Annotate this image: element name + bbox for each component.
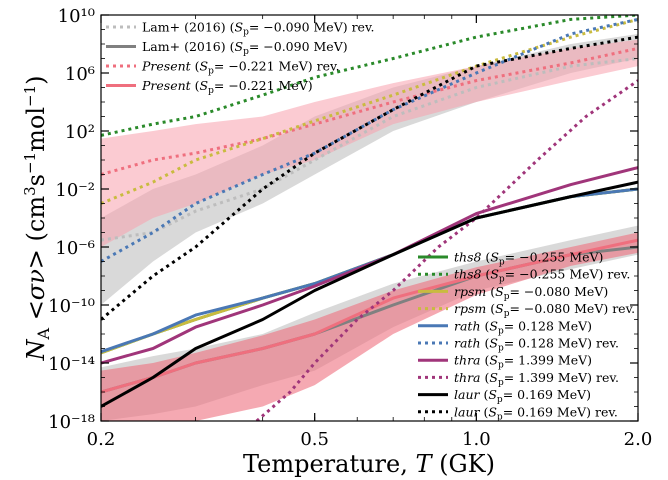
band-present-band (101, 232, 638, 421)
y-tick-label: 10⁻¹⁰ (48, 296, 95, 317)
series-thra-s-p-1-399-mev-rev (255, 79, 638, 421)
legend-lower-label: rath (Sp= 0.128 MeV) rev. (454, 336, 619, 354)
legend-upper-label: Present (Sp= −0.221 MeV) rev. (141, 59, 340, 77)
legend-upper-label: Lam+ (2016) (Sp= −0.090 MeV) (142, 39, 348, 57)
y-axis-title: NA <σν> (cm3s−1mol−1) (21, 76, 53, 362)
legend-lower-label: rpsm (Sp= −0.080 MeV) (454, 284, 608, 302)
series-lines (101, 15, 638, 421)
y-tick-label: 10⁻⁶ (55, 238, 95, 259)
legend-lower-label: thra (Sp= 1.399 MeV) (454, 353, 592, 371)
y-tick-label: 10⁻¹⁸ (48, 412, 95, 433)
legend-lower-label: laur (Sp= 0.169 MeV) rev. (454, 404, 618, 422)
series-thra-s-p-1-399-mev (101, 166, 638, 365)
y-tick-label: 10¹⁰ (58, 6, 95, 27)
series-present-s-p-0-221-mev (101, 238, 638, 394)
band-present-rev-band (101, 39, 638, 247)
legend-lower-label: ths8 (Sp= −0.255 MeV) (454, 250, 603, 268)
series-rpsm-s-p-0-080-mev-rev (101, 17, 638, 205)
uncertainty-bands (101, 33, 638, 421)
y-tick-label: 10⁶ (65, 64, 95, 85)
legend-lower-label: laur (Sp= 0.169 MeV) (454, 387, 591, 405)
y-tick-label: 10⁻¹⁴ (48, 354, 95, 375)
y-tick-label: 10² (65, 122, 95, 143)
series-present-s-p-0-221-mev-rev (101, 46, 638, 176)
x-tick-label: 0.5 (300, 429, 329, 450)
legend-upper-label: Lam+ (2016) (Sp= −0.090 MeV) rev. (142, 20, 375, 38)
series-laur-s-p-0-169-mev (101, 180, 638, 408)
y-tick-label: 10⁻² (55, 180, 95, 201)
legend-lower-label: thra (Sp= 1.399 MeV) rev. (454, 370, 619, 388)
series-laur-s-p-0-169-mev-rev (101, 35, 638, 321)
legend-lower-label: rath (Sp= 0.128 MeV) (454, 318, 592, 336)
legend-lower-label: ths8 (Sp= −0.255 MeV) rev. (454, 267, 630, 285)
legend-upper-label: Present (Sp= −0.221 MeV) (141, 78, 313, 96)
x-tick-label: 0.2 (87, 429, 116, 450)
x-tick-label: 2.0 (624, 429, 653, 450)
legend-lower-label: rpsm (Sp= −0.080 MeV) rev. (454, 301, 635, 319)
legends: Lam+ (2016) (Sp= −0.090 MeV) rev.Lam+ (2… (106, 20, 635, 422)
series-rath-s-p-0-128-mev-rev (101, 17, 638, 263)
x-axis-title: Temperature, T (GK) (243, 450, 495, 478)
axis-ticks: 0.2 0.5 1.0 2.0 10⁻¹⁸ 10⁻¹⁴ 10⁻¹⁰ 10⁻⁶ 10⁻² 10² 10… (48, 6, 652, 450)
x-tick-label: 1.0 (462, 429, 491, 450)
